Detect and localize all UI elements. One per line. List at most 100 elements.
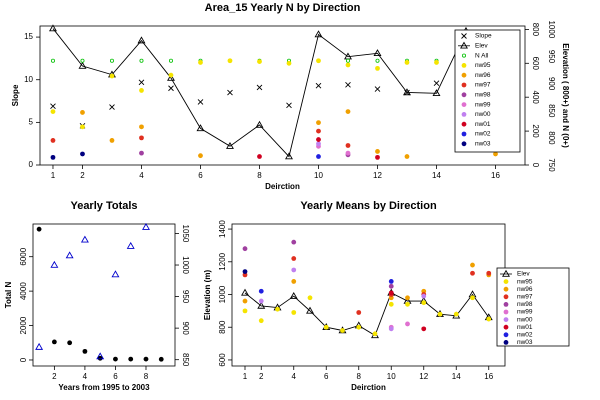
- point: [285, 152, 293, 160]
- point: [316, 58, 321, 64]
- legend-label: Elev: [517, 271, 530, 278]
- point: [109, 138, 115, 143]
- point: [168, 72, 174, 78]
- y-tick-label: 1400: [218, 220, 227, 238]
- point: [258, 298, 264, 304]
- x-tick-label: 4: [292, 372, 297, 381]
- point: [80, 124, 85, 130]
- point: [50, 103, 56, 109]
- y2-outer-tick-label: 900: [547, 77, 556, 91]
- point: [388, 326, 394, 332]
- y-tick-label: 1000: [218, 285, 227, 303]
- point: [388, 283, 394, 289]
- point: [257, 301, 266, 309]
- point: [286, 102, 292, 109]
- y2-tick-label: 800: [531, 23, 540, 37]
- y2-tick-label: 900: [181, 321, 190, 335]
- point: [375, 154, 380, 160]
- point: [405, 295, 410, 301]
- point: [470, 295, 475, 301]
- legend-marker: [503, 309, 509, 315]
- point: [78, 61, 87, 69]
- point: [242, 298, 248, 304]
- y2-tick-label: 0: [531, 163, 540, 168]
- x-tick-label: 6: [198, 171, 203, 180]
- legend-label: nw95: [475, 62, 491, 69]
- point: [139, 58, 144, 63]
- point: [139, 88, 144, 93]
- point: [493, 151, 498, 157]
- point: [50, 260, 59, 268]
- point: [80, 151, 85, 157]
- legend-label: nw95: [517, 278, 533, 285]
- y-tick-label: 6000: [19, 247, 28, 265]
- x-tick-label: 2: [52, 372, 57, 381]
- point: [345, 58, 350, 63]
- point: [291, 256, 297, 261]
- point: [314, 30, 323, 38]
- point: [291, 239, 297, 245]
- point: [96, 352, 105, 360]
- y2-outer-tick-label: 950: [547, 50, 556, 64]
- plot-frame: [231, 223, 506, 367]
- point: [139, 135, 144, 141]
- point: [356, 324, 362, 330]
- y-tick-label: 800: [218, 320, 227, 334]
- legend-marker: [461, 33, 467, 39]
- point: [138, 79, 145, 86]
- point: [375, 149, 380, 154]
- point: [421, 326, 427, 332]
- y-tick-label: 2000: [19, 316, 28, 334]
- point: [434, 60, 439, 65]
- legend-marker: [503, 286, 509, 292]
- point: [167, 73, 175, 81]
- point: [316, 137, 321, 142]
- x-tick-label: 10: [387, 372, 396, 381]
- legend-label: nw02: [517, 332, 533, 339]
- point: [291, 310, 297, 315]
- legend-box: [454, 29, 521, 153]
- series-line: [52, 28, 496, 158]
- point: [158, 356, 164, 362]
- point: [345, 109, 351, 115]
- chart-title: Yearly Means by Direction: [300, 200, 437, 212]
- legend-label: nw99: [517, 309, 533, 316]
- point: [50, 109, 56, 115]
- y-tick-label: 0: [29, 160, 34, 169]
- legend-label: nw97: [517, 294, 533, 301]
- plot-frame: [39, 25, 526, 166]
- point: [375, 58, 380, 63]
- point: [258, 288, 264, 294]
- point: [289, 291, 298, 299]
- point: [453, 311, 459, 317]
- y-axis-label: Elevation (m): [203, 270, 212, 321]
- point: [275, 306, 280, 312]
- point: [323, 324, 329, 330]
- point: [50, 138, 56, 143]
- legend-label: nw00: [475, 111, 491, 118]
- y2-tick-label: 850: [181, 353, 190, 367]
- legend-label: nw98: [517, 301, 533, 308]
- point: [306, 306, 314, 314]
- point: [51, 339, 57, 345]
- point: [65, 251, 74, 259]
- legend-label: N All: [475, 52, 489, 59]
- point: [373, 49, 382, 57]
- x-tick-label: 4: [139, 171, 144, 180]
- point: [405, 301, 410, 307]
- point: [256, 84, 263, 91]
- point: [388, 279, 394, 284]
- legend-box: [496, 267, 570, 347]
- series-line: [244, 292, 490, 337]
- point: [226, 141, 234, 149]
- point: [257, 59, 262, 64]
- point: [168, 85, 174, 92]
- legend-label: nw97: [475, 82, 491, 89]
- plot-frame: [32, 223, 176, 367]
- point: [35, 342, 44, 350]
- point: [291, 279, 297, 284]
- point: [286, 60, 292, 66]
- point: [198, 60, 203, 65]
- y-tick-label: 10: [24, 75, 33, 84]
- point: [316, 141, 321, 147]
